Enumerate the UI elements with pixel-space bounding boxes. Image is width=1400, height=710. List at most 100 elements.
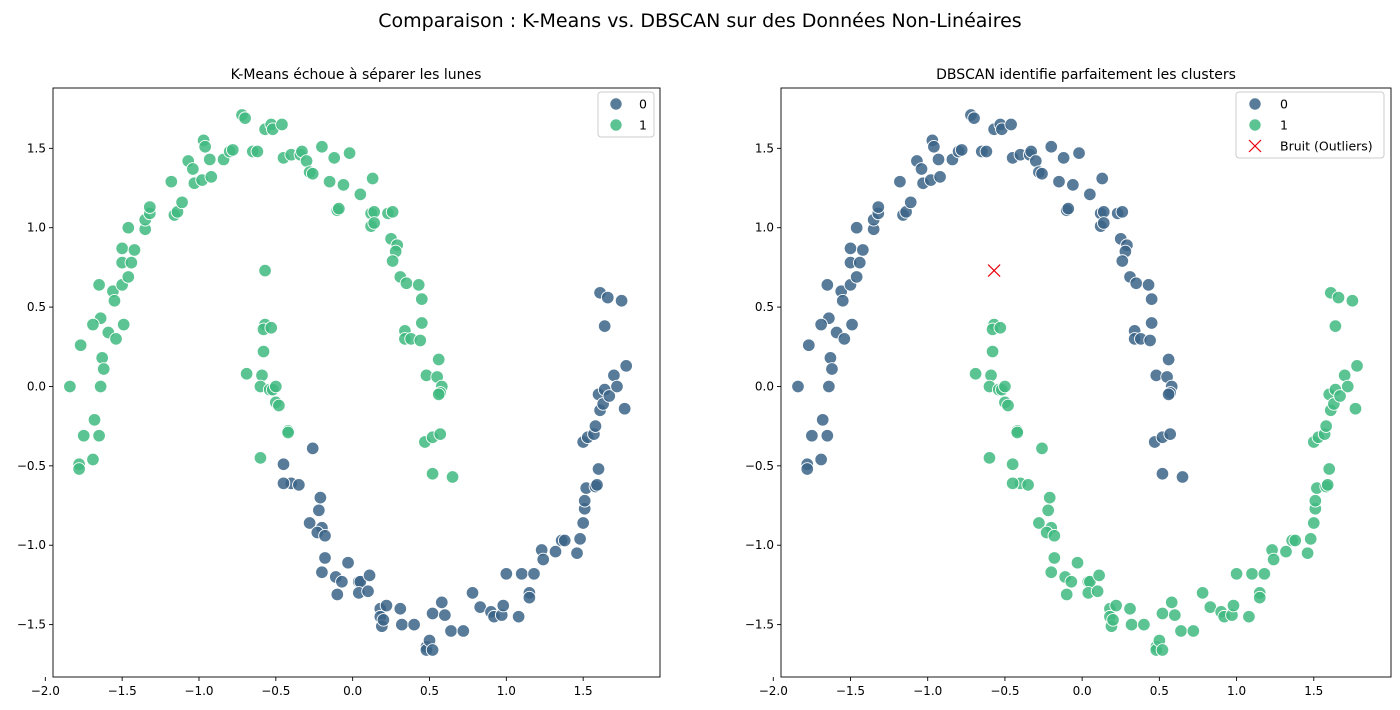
dbscan-legend-box bbox=[1235, 91, 1385, 159]
dbscan-point-cluster-0 bbox=[823, 351, 838, 365]
kmeans-point-cluster-0 bbox=[614, 293, 629, 308]
dbscan-point-cluster-0 bbox=[1095, 171, 1109, 186]
dbscan-point-cluster-1 bbox=[1345, 293, 1360, 308]
kmeans-point-cluster-0 bbox=[361, 584, 375, 599]
dbscan-point-cluster-0 bbox=[967, 111, 981, 125]
dbscan-xtick-label: −2.0 bbox=[759, 684, 788, 698]
dbscan-point-cluster-0 bbox=[822, 379, 836, 394]
dbscan-point-cluster-1 bbox=[1300, 546, 1315, 560]
dbscan-point-cluster-1 bbox=[1010, 425, 1025, 440]
kmeans-point-cluster-0 bbox=[456, 624, 471, 638]
kmeans-point-cluster-1 bbox=[72, 462, 86, 476]
dbscan-point-cluster-0 bbox=[931, 152, 946, 167]
dbscan-point-cluster-1 bbox=[1242, 609, 1256, 624]
dbscan-point-cluster-1 bbox=[1328, 319, 1343, 333]
kmeans-point-cluster-0 bbox=[313, 490, 328, 505]
dbscan-point-cluster-0 bbox=[1083, 187, 1097, 202]
dbscan-point-cluster-1 bbox=[993, 320, 1008, 335]
dbscan-point-cluster-0 bbox=[914, 162, 929, 176]
dbscan-point-cluster-1 bbox=[1322, 462, 1336, 476]
kmeans-ytick-label: −0.5 bbox=[17, 459, 46, 473]
kmeans-point-cluster-1 bbox=[73, 338, 88, 352]
dbscan-point-cluster-1 bbox=[1303, 532, 1318, 546]
kmeans-point-cluster-1 bbox=[332, 201, 346, 216]
kmeans-point-cluster-0 bbox=[570, 546, 584, 560]
kmeans-point-cluster-0 bbox=[527, 567, 541, 581]
dbscan-point-cluster-1 bbox=[1348, 401, 1363, 416]
dbscan-point-cluster-1 bbox=[1123, 601, 1137, 616]
dbscan-point-cluster-1 bbox=[1042, 490, 1057, 505]
kmeans-point-cluster-0 bbox=[318, 551, 332, 565]
kmeans-point-cluster-1 bbox=[336, 178, 351, 192]
kmeans-point-cluster-0 bbox=[536, 552, 550, 567]
kmeans-point-cluster-0 bbox=[588, 419, 603, 433]
kmeans-legend-marker-0 bbox=[609, 97, 623, 111]
dbscan-point-cluster-0 bbox=[825, 362, 839, 376]
dbscan-point-cluster-1 bbox=[985, 344, 1000, 359]
dbscan-point-cluster-0 bbox=[1141, 278, 1156, 292]
dbscan-point-cluster-1 bbox=[1257, 567, 1272, 581]
kmeans-point-cluster-0 bbox=[341, 555, 355, 570]
dbscan-point-cluster-1 bbox=[1350, 359, 1364, 373]
dbscan-legend-label-0: 0 bbox=[1280, 97, 1288, 112]
dbscan-point-cluster-1 bbox=[1035, 441, 1049, 456]
dbscan-point-cluster-1 bbox=[1226, 598, 1241, 613]
kmeans-point-cluster-0 bbox=[302, 516, 317, 530]
kmeans-point-cluster-1 bbox=[87, 413, 102, 427]
kmeans-point-cluster-0 bbox=[619, 359, 633, 373]
dbscan-point-cluster-1 bbox=[1266, 552, 1281, 567]
kmeans-point-cluster-1 bbox=[239, 367, 254, 381]
kmeans-point-cluster-0 bbox=[330, 587, 345, 602]
kmeans-point-cluster-0 bbox=[276, 457, 291, 472]
dbscan-point-cluster-0 bbox=[933, 170, 947, 184]
dbscan-point-cluster-0 bbox=[927, 139, 941, 154]
kmeans-point-cluster-1 bbox=[255, 368, 269, 383]
kmeans-xtick-label: 1.0 bbox=[497, 684, 516, 698]
kmeans-point-cluster-0 bbox=[590, 478, 604, 492]
dbscan-point-cluster-0 bbox=[1161, 352, 1176, 367]
dbscan-point-cluster-1 bbox=[984, 368, 998, 383]
kmeans-point-cluster-0 bbox=[335, 574, 349, 589]
dbscan-point-cluster-1 bbox=[1044, 565, 1059, 579]
dbscan-point-cluster-1 bbox=[1021, 478, 1035, 492]
kmeans-points bbox=[63, 108, 633, 657]
kmeans-point-cluster-1 bbox=[95, 351, 109, 365]
kmeans-point-cluster-0 bbox=[522, 590, 537, 605]
dbscan-point-cluster-0 bbox=[1115, 205, 1130, 219]
kmeans-point-cluster-1 bbox=[413, 333, 428, 348]
dbscan-point-cluster-0 bbox=[843, 241, 858, 256]
dbscan-point-cluster-0 bbox=[802, 338, 816, 352]
dbscan-point-cluster-1 bbox=[1319, 419, 1333, 433]
kmeans-ytick-label: −1.5 bbox=[17, 618, 46, 632]
kmeans-ytick-label: 1.5 bbox=[27, 141, 46, 155]
kmeans-point-cluster-1 bbox=[353, 187, 368, 202]
kmeans-point-cluster-1 bbox=[425, 467, 440, 481]
kmeans-point-cluster-1 bbox=[198, 139, 212, 154]
dbscan-point-cluster-0 bbox=[805, 428, 819, 443]
dbscan-xtick-label: 0.0 bbox=[1073, 684, 1092, 698]
dbscan-ytick-label: 0.0 bbox=[755, 379, 774, 393]
dbscan-point-cluster-0 bbox=[1144, 292, 1159, 306]
dbscan-point-cluster-1 bbox=[1047, 551, 1062, 565]
kmeans-point-cluster-1 bbox=[385, 254, 400, 268]
dbscan-point-cluster-0 bbox=[1029, 154, 1043, 168]
dbscan-point-cluster-1 bbox=[1041, 503, 1055, 518]
dbscan-point-cluster-1 bbox=[1032, 516, 1046, 530]
dbscan-point-cluster-0 bbox=[1052, 174, 1066, 189]
kmeans-point-cluster-1 bbox=[367, 216, 381, 230]
kmeans-point-cluster-1 bbox=[365, 171, 380, 186]
dbscan-point-cluster-0 bbox=[820, 278, 835, 292]
dbscan-point-cluster-0 bbox=[849, 270, 864, 284]
kmeans-point-cluster-0 bbox=[305, 441, 320, 456]
kmeans-point-cluster-0 bbox=[557, 533, 572, 548]
dbscan-point-cluster-1 bbox=[1252, 590, 1267, 605]
dbscan-point-cluster-1 bbox=[1331, 290, 1346, 305]
dbscan-point-cluster-1 bbox=[1186, 624, 1201, 638]
dbscan-point-cluster-1 bbox=[1174, 624, 1188, 638]
kmeans-xtick-label: 1.5 bbox=[574, 684, 593, 698]
kmeans-point-cluster-1 bbox=[250, 144, 265, 159]
dbscan-ytick-label: −1.0 bbox=[745, 538, 774, 552]
kmeans-point-cluster-1 bbox=[202, 152, 217, 167]
dbscan-point-cluster-1 bbox=[1195, 586, 1210, 600]
kmeans-point-cluster-1 bbox=[121, 220, 136, 235]
